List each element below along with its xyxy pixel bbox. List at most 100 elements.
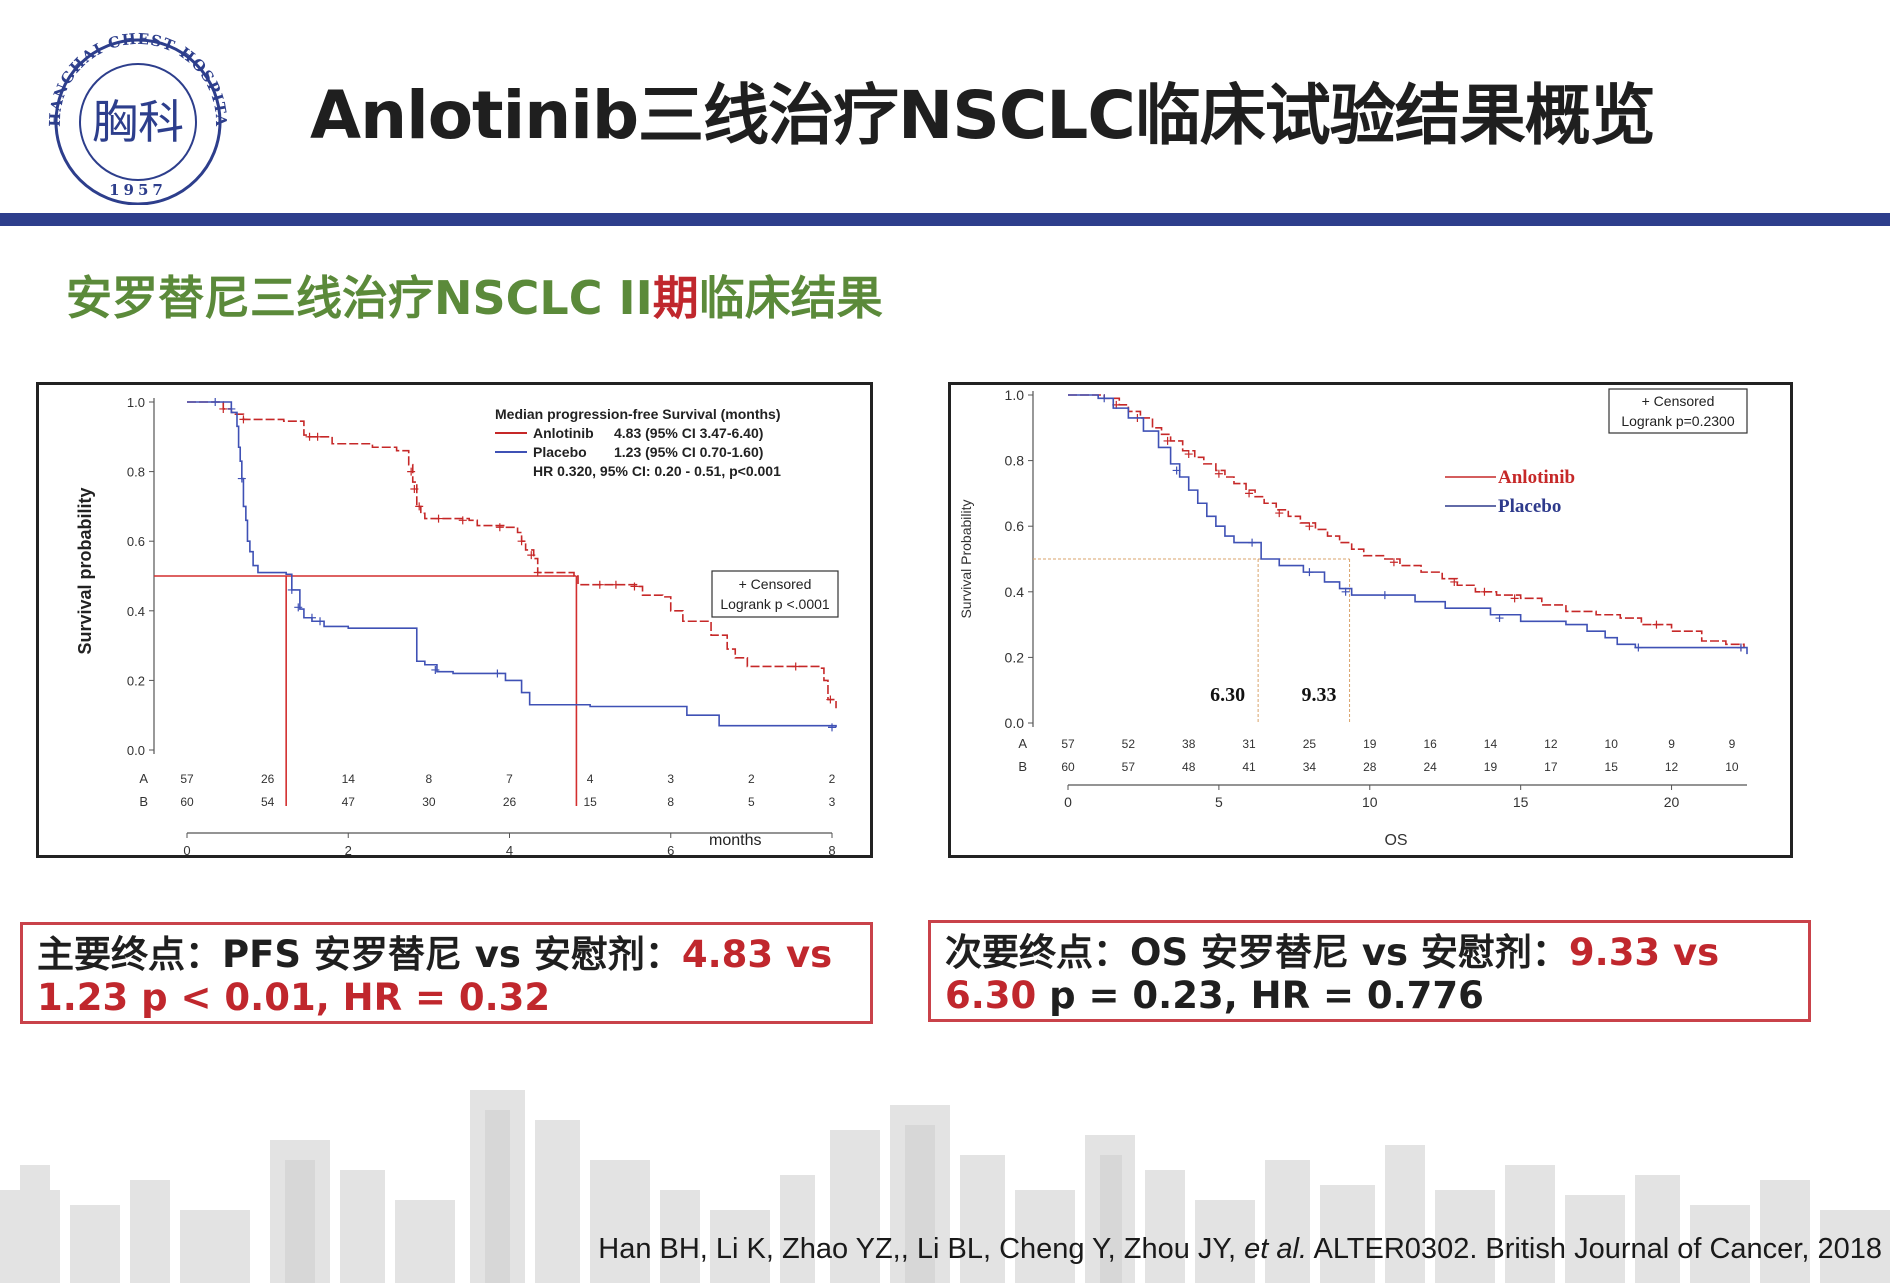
os-risk-count: 24 bbox=[1423, 760, 1437, 774]
pfs-placebo-censor-mark bbox=[431, 665, 440, 674]
os-risk-count: 28 bbox=[1363, 760, 1377, 774]
pfs-risk-count: 3 bbox=[667, 772, 674, 786]
pfs-legend-placebo-name: Placebo bbox=[533, 444, 587, 460]
os-risk-count: 25 bbox=[1303, 737, 1317, 751]
os-risk-count: 57 bbox=[1122, 760, 1136, 774]
os-placebo-censor-mark bbox=[1341, 587, 1350, 596]
os-censor-line1: + Censored bbox=[1642, 393, 1715, 409]
pfs-placebo-curve bbox=[187, 401, 837, 728]
pfs-risk-count: 2 bbox=[748, 772, 755, 786]
os-risk-count: 10 bbox=[1605, 737, 1619, 751]
subtitle-part1: 安罗替尼三线治疗NSCLC II bbox=[66, 271, 653, 325]
os-median-annotation: 9.33 bbox=[1302, 684, 1337, 706]
citation-journal: ALTER0302. British Journal of Cancer, 20… bbox=[1307, 1233, 1882, 1265]
pfs-anlotinib-censor-mark bbox=[630, 582, 639, 591]
os-legend: Anlotinib Placebo bbox=[1445, 467, 1575, 517]
os-risk-count: 9 bbox=[1729, 737, 1736, 751]
os-risk-count: 57 bbox=[1061, 737, 1075, 751]
pfs-placebo-censor-mark bbox=[316, 617, 325, 626]
os-km-chart: Survival Probability OS + Censored Logra… bbox=[958, 387, 1748, 849]
os-legend-placebo-name: Placebo bbox=[1498, 496, 1561, 517]
os-risk-count: 9 bbox=[1668, 737, 1675, 751]
pfs-placebo-censor-mark bbox=[307, 613, 316, 622]
os-y-tick-label: 0.8 bbox=[1005, 453, 1025, 469]
os-legend-anlotinib-name: Anlotinib bbox=[1498, 467, 1575, 488]
pfs-risk-count: 3 bbox=[829, 795, 836, 809]
os-risk-count: 41 bbox=[1242, 760, 1256, 774]
pfs-anlotinib-censor-mark bbox=[791, 662, 800, 671]
pfs-risk-count: 4 bbox=[587, 772, 594, 786]
pfs-placebo-censor-mark bbox=[294, 603, 303, 612]
citation: Han BH, Li K, Zhao YZ,, Li BL, Cheng Y, … bbox=[598, 1233, 1882, 1266]
pfs-x-tick-label: 4 bbox=[506, 843, 513, 855]
subtitle-part2: 临床结果 bbox=[698, 271, 883, 325]
os-callout-prefix: 次要终点：OS 安罗替尼 vs 安慰剂： bbox=[945, 931, 1569, 974]
pfs-chart-panel: Survival probability months Median progr… bbox=[36, 382, 873, 858]
pfs-risk-row-label: B bbox=[139, 794, 148, 809]
pfs-anlotinib-censor-mark bbox=[415, 502, 424, 511]
os-y-label: Survival Probability bbox=[958, 499, 974, 618]
pfs-anlotinib-censor-mark bbox=[527, 551, 536, 560]
os-risk-count: 12 bbox=[1665, 760, 1679, 774]
pfs-anlotinib-censor-mark bbox=[239, 415, 248, 424]
hospital-logo: SHANGHAI CHEST HOSPITAL 胸科 1957 bbox=[38, 30, 229, 205]
pfs-legend-hr: HR 0.320, 95% CI: 0.20 - 0.51, p<0.001 bbox=[533, 463, 781, 479]
os-placebo-censor-mark bbox=[1634, 643, 1643, 652]
os-placebo-censor-mark bbox=[1172, 466, 1181, 475]
pfs-callout-highlight: 4.83 vs 1.23 p < 0.01, HR = 0.32 bbox=[37, 933, 833, 1019]
pfs-risk-count: 14 bbox=[342, 772, 356, 786]
os-anlotinib-censor-mark bbox=[1450, 577, 1459, 586]
pfs-anlotinib-censor-mark bbox=[517, 537, 526, 546]
pfs-anlotinib-curve bbox=[187, 401, 837, 709]
os-risk-count: 52 bbox=[1122, 737, 1136, 751]
os-risk-count: 48 bbox=[1182, 760, 1196, 774]
os-risk-count: 19 bbox=[1363, 737, 1377, 751]
pfs-censor-line1: + Censored bbox=[739, 576, 812, 592]
os-y-tick-label: 0.6 bbox=[1005, 518, 1025, 534]
os-anlotinib-censor-mark bbox=[1214, 469, 1223, 478]
os-placebo-censor-mark bbox=[1305, 568, 1314, 577]
os-risk-row-label: A bbox=[1018, 736, 1027, 751]
os-anlotinib-censor-mark bbox=[1275, 509, 1284, 518]
os-callout-suffix: p = 0.23, HR = 0.776 bbox=[1036, 974, 1484, 1017]
os-risk-count: 16 bbox=[1423, 737, 1437, 751]
pfs-risk-count: 8 bbox=[426, 772, 433, 786]
pfs-risk-count: 5 bbox=[748, 795, 755, 809]
os-y-tick-label: 0.2 bbox=[1005, 649, 1025, 665]
os-x-label: OS bbox=[1384, 832, 1407, 849]
pfs-anlotinib-censor-mark bbox=[410, 485, 419, 493]
os-placebo-censor-mark bbox=[1248, 538, 1257, 547]
pfs-placebo-censor-mark bbox=[493, 669, 502, 678]
page-title: Anlotinib三线治疗NSCLC临床试验结果概览 bbox=[310, 77, 1656, 154]
os-x-tick-label: 20 bbox=[1664, 794, 1680, 810]
pfs-y-tick-label: 0.6 bbox=[127, 534, 145, 549]
os-anlotinib-censor-mark bbox=[1389, 558, 1398, 567]
header-rule bbox=[0, 213, 1890, 226]
pfs-anlotinib-censor-mark bbox=[495, 523, 504, 532]
os-endpoint-callout: 次要终点：OS 安罗替尼 vs 安慰剂：9.33 vs 6.30 p = 0.2… bbox=[928, 920, 1811, 1022]
os-chart-panel: Survival Probability OS + Censored Logra… bbox=[948, 382, 1793, 858]
pfs-anlotinib-censor-mark bbox=[533, 568, 542, 577]
pfs-x-label: months bbox=[709, 832, 761, 849]
pfs-risk-count: 54 bbox=[261, 795, 275, 809]
pfs-risk-count: 60 bbox=[180, 795, 194, 809]
os-censor-box: + Censored Logrank p=0.2300 bbox=[1608, 388, 1748, 434]
pfs-legend-anlotinib-stat: 4.83 (95% CI 3.47-6.40) bbox=[614, 425, 763, 441]
pfs-legend: Median progression-free Survival (months… bbox=[495, 406, 781, 479]
pfs-y-tick-label: 0.4 bbox=[127, 604, 145, 619]
pfs-km-chart: Survival probability months Median progr… bbox=[75, 395, 839, 855]
logo-center-text: 胸科 bbox=[92, 95, 184, 149]
pfs-risk-count: 7 bbox=[506, 772, 513, 786]
pfs-risk-count: 47 bbox=[342, 795, 356, 809]
pfs-y-tick-label: 0.0 bbox=[127, 743, 145, 758]
os-placebo-curve bbox=[1068, 394, 1748, 655]
pfs-risk-count: 26 bbox=[503, 795, 517, 809]
pfs-plot: 0.0 0.2 0.4 0.6 0.8 1.0 0 2 4 6 8 A 57 26 14 8 7 4 3 2 2 B 60 5… bbox=[127, 395, 837, 855]
os-anlotinib-censor-mark bbox=[1510, 594, 1519, 603]
pfs-y-tick-label: 0.2 bbox=[127, 673, 145, 688]
os-placebo-censor-mark bbox=[1736, 643, 1745, 652]
city-skyline-background bbox=[0, 1090, 1890, 1283]
os-risk-count: 31 bbox=[1242, 737, 1256, 751]
pfs-placebo-censor-mark bbox=[211, 398, 220, 406]
pfs-anlotinib-censor-mark bbox=[305, 432, 314, 441]
